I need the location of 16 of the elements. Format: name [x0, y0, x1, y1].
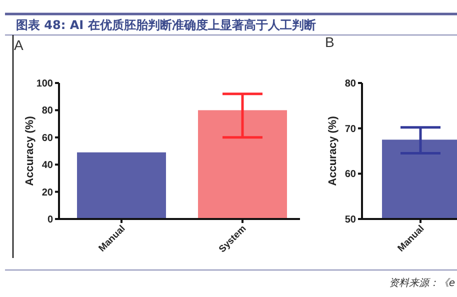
y-tick-label: 80 [42, 106, 54, 117]
y-axis-title: Accuracy (%) [24, 116, 36, 186]
chart-subtitle: A [14, 37, 24, 53]
chart-subtitle: B [325, 34, 334, 50]
y-tick-label: 40 [42, 160, 54, 172]
y-tick-label: 60 [42, 132, 54, 144]
text: 资料来源：《e [388, 277, 455, 289]
y-tick-label: 70 [344, 124, 356, 135]
y-tick-label: 60 [344, 169, 356, 180]
y-axis-title: Accuracy (%) [327, 116, 339, 186]
y-tick-label: 80 [344, 78, 356, 90]
chart-title: 图表 48: AI 在优质胚胎判断准确度上显著高于人工判断 [16, 18, 316, 32]
y-tick-label: 50 [344, 214, 356, 226]
y-tick-label: 0 [47, 214, 54, 226]
y-tick-label: 20 [42, 187, 54, 198]
y-tick-label: 100 [36, 78, 54, 90]
